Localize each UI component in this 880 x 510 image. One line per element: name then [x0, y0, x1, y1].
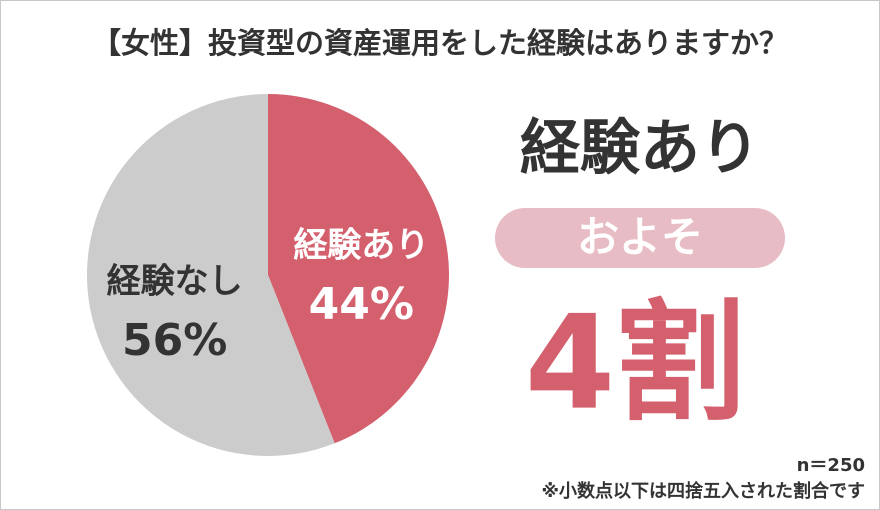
pie-slice: [87, 94, 335, 456]
pie-slice: [268, 94, 450, 444]
badge-text: およそ: [577, 213, 703, 262]
headline: 経験あり: [520, 114, 760, 184]
badge-pill: [495, 208, 785, 268]
footnote: ※小数点以下は四捨五入された割合です: [542, 480, 866, 502]
sample-size: n＝250: [797, 455, 865, 476]
big-figure: 4割: [525, 287, 745, 439]
slice-category-label: 経験なし: [107, 261, 243, 301]
slice-category-label: 経験あり: [293, 226, 429, 266]
slice-value-label: 56%: [122, 315, 227, 366]
chart-title: 【女性】投資型の資産運用をした経験はありますか？: [92, 26, 788, 60]
slice-value-label: 44%: [309, 279, 414, 330]
